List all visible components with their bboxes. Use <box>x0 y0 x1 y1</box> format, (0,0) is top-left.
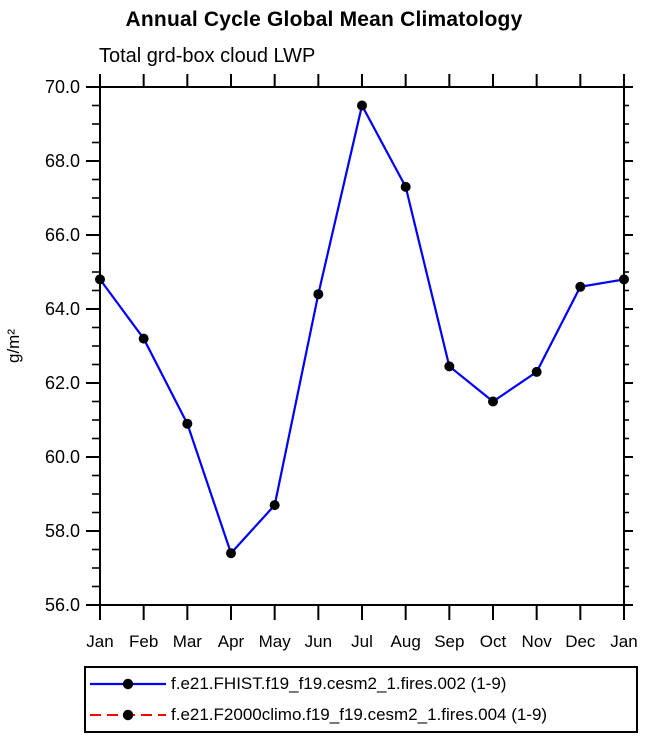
x-tick-label: Jan <box>610 632 637 651</box>
plot-svg: Jan Feb Mar Apr May Jun Jul Aug Sep Oct Nov Dec Jan 5… <box>4 74 638 651</box>
x-tick-label: Nov <box>522 632 553 651</box>
data-point-marker <box>575 281 586 292</box>
series-line <box>99 102 625 556</box>
legend-entry-series1: f.e21.FHIST.f19_f19.cesm2_1.fires.002 (1… <box>86 671 636 697</box>
y-minor-ticks <box>92 104 629 588</box>
data-point-marker <box>488 396 498 407</box>
x-tick-label: Aug <box>391 632 421 651</box>
x-tick-label: Jun <box>305 632 332 651</box>
x-tick-label: Oct <box>480 632 507 651</box>
data-point-marker <box>313 289 324 300</box>
x-tick-label: Feb <box>129 632 158 651</box>
data-point-marker <box>444 361 455 372</box>
data-point-marker <box>400 181 411 192</box>
x-axis-ticks-and-labels: Jan Feb Mar Apr May Jun Jul Aug Sep Oct Nov Dec Jan <box>86 74 638 651</box>
series-lines <box>99 102 625 556</box>
x-tick-label: Sep <box>434 632 464 651</box>
legend-dashed-line-icon <box>90 709 166 721</box>
data-point-marker <box>182 418 193 429</box>
series-line <box>99 102 625 555</box>
data-point-marker <box>138 333 149 344</box>
data-point-marker <box>269 500 280 511</box>
y-tick-label: 60.0 <box>45 447 80 467</box>
data-point-marker <box>226 548 236 559</box>
x-tick-label: Mar <box>173 632 203 651</box>
y-tick-label: 68.0 <box>45 151 80 171</box>
chart-subtitle: Total grd-box cloud LWP <box>99 45 316 67</box>
legend-box: f.e21.FHIST.f19_f19.cesm2_1.fires.002 (1… <box>84 666 638 733</box>
y-tick-label: 58.0 <box>45 521 80 541</box>
legend-marker-dot <box>122 709 134 721</box>
x-tick-label: Jul <box>351 632 373 651</box>
x-tick-label: Apr <box>218 632 245 651</box>
legend-marker-dot <box>122 678 134 690</box>
y-tick-label: 56.0 <box>45 595 80 615</box>
y-tick-label: 66.0 <box>45 225 80 245</box>
legend-entry-series2: f.e21.F2000climo.f19_f19.cesm2_1.fires.0… <box>86 702 636 728</box>
data-point-marker <box>357 100 367 111</box>
legend-label-series2: f.e21.F2000climo.f19_f19.cesm2_1.fires.0… <box>171 705 548 724</box>
legend-solid-line-icon <box>90 678 166 690</box>
y-axis-label: g/m² <box>4 329 23 363</box>
legend-label-series1: f.e21.FHIST.f19_f19.cesm2_1.fires.002 (1… <box>171 674 507 693</box>
x-tick-label: Jan <box>86 632 113 651</box>
data-point-marker <box>531 366 542 377</box>
y-tick-label: 62.0 <box>45 373 80 393</box>
x-tick-label: Dec <box>565 632 596 651</box>
plot-frame <box>99 86 625 606</box>
y-tick-label: 70.0 <box>45 77 80 97</box>
y-tick-label: 64.0 <box>45 299 80 319</box>
x-tick-label: May <box>259 632 292 651</box>
data-point-markers <box>95 100 629 559</box>
y-axis-ticks-and-labels: 56.0 58.0 60.0 62.0 64.0 66.0 68.0 70.0 <box>45 77 633 615</box>
page-title: Annual Cycle Global Mean Climatology <box>125 8 523 31</box>
